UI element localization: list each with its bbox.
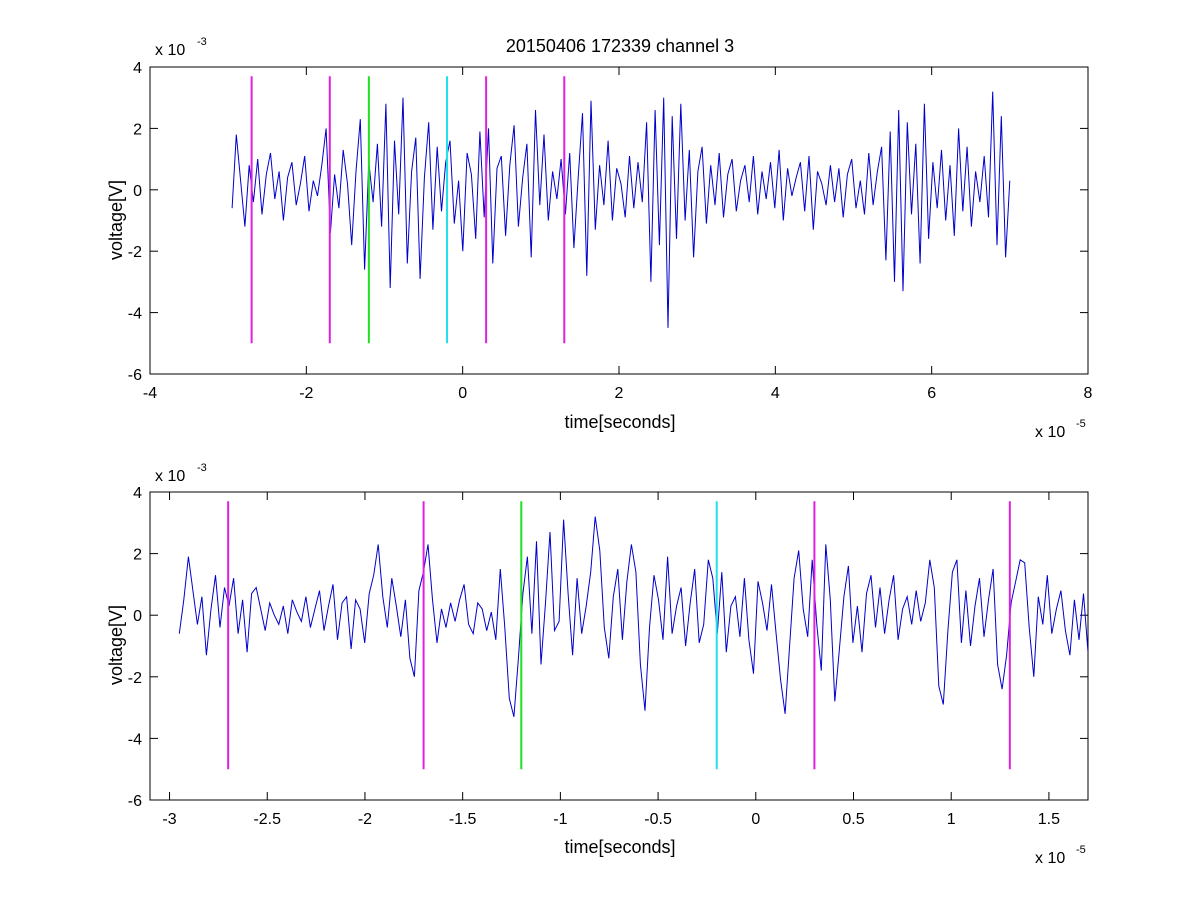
bottom-y-tick-label: 2 (133, 547, 142, 564)
top-series-line (231, 91, 1011, 328)
top-y-tick-label: 4 (133, 60, 142, 77)
top-x-tick-label: 4 (771, 385, 780, 402)
top-x-tick-label: 0 (458, 385, 467, 402)
top-y-axis-label: voltage[V] (106, 180, 126, 260)
top-y-exponent-base: x 10 (155, 42, 185, 59)
top-x-axis-label: time[seconds] (564, 412, 675, 432)
bottom-x-axis-label: time[seconds] (564, 837, 675, 857)
bottom-x-exponent: x 10 -5 (1035, 844, 1086, 867)
top-x-tick-label: -4 (143, 385, 157, 402)
bottom-x-tick-label: -2.5 (253, 811, 281, 828)
top-x-tick-label: -2 (299, 385, 313, 402)
top-y-exponent-power: -3 (197, 36, 207, 48)
top-y-tick-label: -6 (128, 367, 142, 384)
bottom-x-tick-label: 0 (751, 811, 760, 828)
top-x-exponent: x 10 -5 (1035, 418, 1086, 441)
bottom-plot-marks: -3 -2.5 -2 -1.5 -1 -0.5 0 0.5 1 1.5 -6 -4 -2 0 2 4 (128, 485, 1089, 828)
bottom-y-exponent-base: x 10 (155, 468, 185, 485)
bottom-y-tick-label: -2 (128, 670, 142, 687)
top-x-tick-label: 6 (927, 385, 936, 402)
bottom-x-exponent-base: x 10 (1035, 850, 1065, 867)
bottom-plot: x 10 -3 x 10 -5 time[seconds] voltage[V]… (106, 462, 1089, 867)
top-x-exponent-base: x 10 (1035, 424, 1065, 441)
bottom-y-axis-label: voltage[V] (106, 605, 126, 685)
bottom-x-exponent-power: -5 (1076, 844, 1086, 856)
top-x-tick-label: 8 (1084, 385, 1093, 402)
bottom-x-tick-label: -3 (162, 811, 176, 828)
top-y-exponent: x 10 -3 (155, 36, 207, 59)
top-y-tick-label: -4 (128, 306, 142, 323)
bottom-y-tick-label: -6 (128, 793, 142, 810)
bottom-y-tick-label: 4 (133, 485, 142, 502)
bottom-x-tick-label: -0.5 (644, 811, 672, 828)
top-x-exponent-power: -5 (1076, 418, 1086, 430)
bottom-series-line (178, 516, 1088, 717)
plot-title: 20150406 172339 channel 3 (506, 36, 734, 56)
bottom-x-tick-label: -2 (358, 811, 372, 828)
top-x-tick-label: 2 (615, 385, 624, 402)
bottom-x-tick-label: -1.5 (449, 811, 477, 828)
bottom-y-exponent-power: -3 (197, 462, 207, 474)
bottom-y-tick-label: 0 (133, 608, 142, 625)
bottom-x-tick-label: -1 (553, 811, 567, 828)
top-y-tick-label: 0 (133, 183, 142, 200)
bottom-x-tick-label: 0.5 (842, 811, 864, 828)
top-plot: 20150406 172339 channel 3 x 10 -3 x 10 -… (106, 36, 1093, 441)
top-y-tick-label: -2 (128, 244, 142, 261)
bottom-x-tick-label: 1 (947, 811, 956, 828)
bottom-y-tick-label: -4 (128, 731, 142, 748)
bottom-y-exponent: x 10 -3 (155, 462, 207, 485)
bottom-x-tick-label: 1.5 (1038, 811, 1060, 828)
top-y-tick-label: 2 (133, 121, 142, 138)
